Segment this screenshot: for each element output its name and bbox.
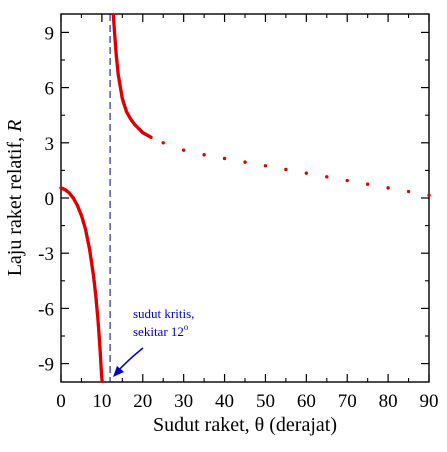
data-point (427, 193, 431, 197)
x-tick-label: 60 (297, 391, 316, 412)
degree-superscript: o (184, 322, 189, 332)
data-point (243, 160, 247, 164)
data-point (222, 156, 227, 161)
x-tick-label: 20 (133, 391, 152, 412)
data-point (202, 153, 206, 157)
data-point (161, 141, 165, 145)
data-point (263, 164, 268, 168)
x-axis-title-text: Sudut raket, (153, 414, 255, 436)
data-point (181, 148, 186, 152)
y-tick-label: -3 (38, 244, 54, 265)
y-tick-label: 9 (45, 23, 55, 44)
y-axis-title: Laju raket relatif, R (4, 120, 26, 277)
data-point (365, 182, 370, 186)
annotation-arrow (117, 347, 144, 372)
x-tick-label: 90 (420, 391, 439, 412)
x-tick-label: 10 (92, 391, 111, 412)
y-tick-label: 6 (45, 79, 55, 100)
x-axis-title-symbol: θ (255, 414, 265, 436)
y-tick-label: 3 (45, 134, 55, 155)
x-tick-label: 30 (174, 391, 193, 412)
data-point (284, 167, 288, 172)
annotation-line-1: sudut kritis, (133, 306, 194, 321)
x-tick-label: 0 (56, 391, 66, 412)
x-tick-label: 70 (338, 391, 357, 412)
data-point (325, 175, 329, 179)
x-tick-label: 50 (256, 391, 275, 412)
data-point (100, 379, 104, 384)
data-point (386, 186, 390, 190)
x-tick-label: 40 (215, 391, 234, 412)
y-tick-label: -9 (38, 355, 54, 376)
y-axis-title-symbol: R (4, 120, 26, 133)
data-point (149, 135, 153, 139)
annotation-line-2: sekitar 12o (133, 322, 189, 339)
y-tick-label: -6 (38, 299, 54, 320)
data-point (406, 189, 411, 194)
ticks: 0 10 20 30 40 50 60 70 80 90 -9 -6 -3 0 3 6 9 (38, 14, 439, 412)
x-axis-title-suffix: (derajat) (264, 414, 337, 436)
data-point (345, 178, 349, 183)
annotation-arrow-head (113, 366, 124, 377)
data-points (59, 12, 431, 384)
x-tick-label: 80 (379, 391, 398, 412)
data-point (304, 171, 309, 175)
x-axis-title: Sudut raket, θ (derajat) (153, 414, 337, 436)
y-tick-label: 0 (45, 189, 55, 210)
annotation-line-2-text: sekitar 12 (133, 324, 184, 339)
y-axis-title-text: Laju raket relatif, (4, 132, 26, 276)
